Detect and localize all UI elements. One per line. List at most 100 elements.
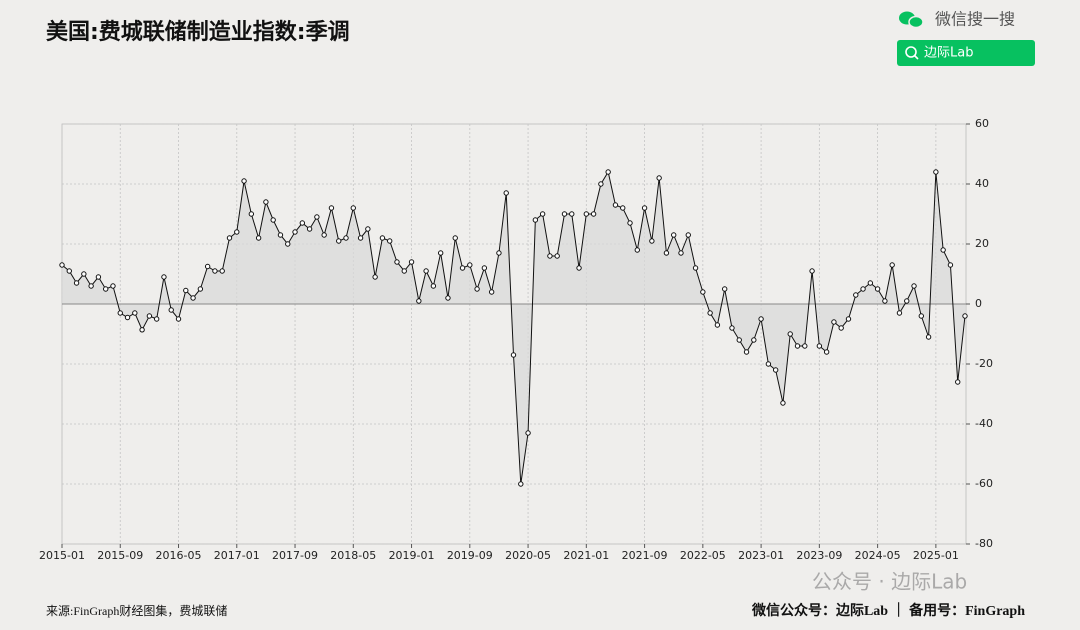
point [634,247,640,253]
point [481,265,488,271]
point [59,262,65,268]
point [765,361,772,367]
point [146,313,153,319]
point [700,289,706,295]
point [510,352,517,358]
x-tick-label: 2021-09 [622,549,668,562]
x-tick-label: 2018-05 [330,549,376,562]
search-icon [913,54,919,60]
chart-title: 美国:费城联储制造业指数:季调 [46,19,350,45]
point [139,327,145,333]
y-tick-label: 40 [975,177,989,190]
point [248,211,255,217]
point [226,235,233,241]
point [896,310,903,316]
point [882,298,888,304]
search-text: 边际Lab [924,46,973,61]
x-tick-label: 2017-01 [214,549,260,562]
point [430,283,437,289]
point [95,274,102,280]
point [525,430,531,436]
point [175,316,182,322]
point [328,205,335,211]
point [503,190,509,196]
x-tick-label: 2025-01 [913,549,959,562]
point [299,220,306,226]
point [794,343,801,349]
point [641,205,648,211]
area [62,172,965,484]
point [714,322,721,328]
point [627,220,633,226]
point [66,268,72,274]
point [437,250,444,256]
point [474,286,480,292]
point [212,268,218,274]
point [459,265,466,271]
point [234,229,240,235]
point [255,235,262,241]
point [831,319,837,325]
y-tick-label: 0 [975,297,982,310]
point [88,283,94,289]
point [918,313,925,319]
y-tick-label: -40 [975,417,993,430]
point [620,205,626,211]
watermark: 公众号 · 边际Lab [812,570,967,594]
point [496,250,502,256]
point [904,298,910,304]
point [860,286,866,292]
point [372,274,378,280]
point [270,217,276,223]
search-brand: 微信搜一搜 [935,10,1015,29]
point [387,238,393,244]
point [416,298,422,304]
search-box[interactable] [897,40,1035,66]
x-tick-label: 2017-09 [272,549,318,562]
point [576,265,582,271]
point [874,286,881,292]
point [445,295,451,301]
point [204,263,211,270]
point [467,262,473,268]
point [721,286,728,292]
point [612,202,619,208]
x-tick-label: 2015-09 [97,549,143,562]
point [561,211,568,217]
point [168,307,174,313]
point [780,400,786,406]
point [787,331,793,337]
point [816,343,823,349]
point [707,310,713,316]
point [583,211,590,217]
point [663,250,670,256]
point [947,262,954,268]
point [357,235,364,241]
point [729,325,735,331]
point [132,310,138,316]
point [772,367,779,373]
footer-account: 微信公众号：边际Lab ｜ 备用号：FinGraph [751,602,1025,619]
y-tick-label: -60 [975,477,993,490]
x-tick-label: 2019-01 [389,549,435,562]
point [488,289,495,295]
point [889,262,895,268]
point [845,316,852,322]
point [685,232,691,238]
point [590,211,597,217]
point [911,283,917,289]
point [823,349,830,355]
y-tick-label: -80 [975,537,993,550]
x-tick-label: 2016-05 [156,549,202,562]
point [321,232,327,238]
point [656,175,662,181]
point [379,235,386,241]
y-tick-label: 20 [975,237,989,250]
point [940,247,946,253]
x-tick-label: 2015-01 [39,549,85,562]
wechat-icon [899,11,924,29]
point [153,316,160,322]
point [197,286,204,292]
point [751,337,757,343]
